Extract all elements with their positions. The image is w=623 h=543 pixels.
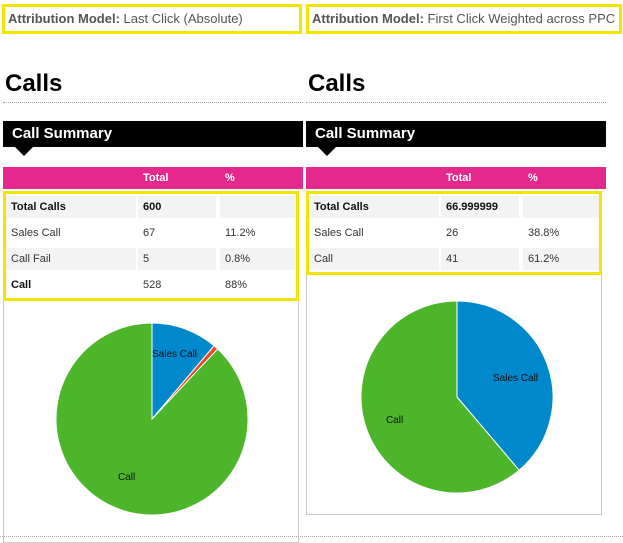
table-header: Total % — [306, 167, 606, 189]
column-header-percent: % — [528, 172, 538, 184]
attribution-label: Attribution Model: — [8, 11, 120, 26]
row-percent: 88% — [225, 279, 248, 291]
row-percent: 11.2% — [225, 227, 256, 239]
row-total: 600 — [138, 196, 216, 218]
row-percent — [220, 196, 296, 218]
row-label: Call — [11, 279, 32, 291]
row-percent: 61.2% — [523, 248, 599, 270]
pie-label-sales-call: Sales Call — [493, 373, 538, 384]
attribution-label: Attribution Model: — [312, 11, 424, 26]
row-percent — [523, 196, 599, 218]
row-total: 41 — [441, 248, 519, 270]
row-label: Sales Call — [314, 227, 364, 239]
call-summary-title: Call Summary — [315, 125, 416, 142]
page-title: Calls — [306, 66, 606, 103]
pie-slice-call — [55, 322, 249, 516]
row-total: 528 — [143, 279, 162, 291]
table-header: Total % — [3, 167, 303, 189]
pie-label-call: Call — [386, 415, 403, 426]
column-header-total: Total — [446, 172, 472, 184]
table-row: Total Calls 600 — [6, 194, 296, 220]
row-total: 67 — [143, 227, 156, 239]
pointer-icon — [318, 147, 336, 156]
calls-panel-right: Calls Call Summary Total % Total Calls 6… — [306, 66, 606, 515]
call-summary-table: Total % Total Calls 600 Sales Call 67 11… — [3, 167, 303, 301]
attribution-model-right: Attribution Model: First Click Weighted … — [306, 4, 622, 34]
page-title: Calls — [3, 66, 303, 103]
row-label: Call Fail — [6, 248, 136, 270]
attribution-value: First Click Weighted across PPC — [427, 11, 616, 26]
pie-chart-right: Sales Call Call — [306, 275, 602, 515]
call-summary-header: Call Summary — [3, 121, 303, 156]
column-header-percent: % — [225, 172, 235, 184]
row-label: Call — [309, 248, 439, 270]
table-body: Total Calls 66.999999 Sales Call 26 38.8… — [306, 191, 602, 275]
call-summary-table: Total % Total Calls 66.999999 Sales Call… — [306, 167, 606, 275]
bottom-divider — [0, 536, 623, 537]
table-row: Call Fail 5 0.8% — [6, 246, 296, 272]
row-label: Sales Call — [11, 227, 61, 239]
row-total: 66.999999 — [441, 196, 519, 218]
pie-label-call: Call — [118, 472, 135, 483]
row-total: 5 — [138, 248, 216, 270]
pie-chart-svg: Sales Call Call — [55, 322, 249, 516]
pie-label-sales-call: Sales Call — [152, 349, 197, 360]
pie-slice-call — [360, 300, 520, 494]
row-percent: 0.8% — [220, 248, 296, 270]
calls-panel-left: Calls Call Summary Total % Total Calls 6… — [3, 66, 303, 543]
table-row: Sales Call 26 38.8% — [309, 220, 599, 246]
attribution-model-left: Attribution Model: Last Click (Absolute) — [2, 4, 302, 34]
pie-slice-sales-call — [456, 300, 554, 471]
call-summary-header: Call Summary — [306, 121, 606, 156]
row-total: 26 — [446, 227, 459, 239]
column-header-total: Total — [143, 172, 169, 184]
table-row: Sales Call 67 11.2% — [6, 220, 296, 246]
pie-chart-svg: Sales Call Call — [360, 300, 554, 494]
pointer-icon — [15, 147, 33, 156]
call-summary-title: Call Summary — [12, 125, 113, 142]
row-label: Total Calls — [309, 196, 439, 218]
pie-slice-sales-call — [151, 322, 215, 421]
row-label: Total Calls — [6, 196, 136, 218]
row-percent: 38.8% — [528, 227, 560, 239]
table-row: Call 528 88% — [6, 272, 296, 298]
table-row: Call 41 61.2% — [309, 246, 599, 272]
pie-chart-left: Sales Call Call — [3, 301, 299, 543]
table-row: Total Calls 66.999999 — [309, 194, 599, 220]
table-body: Total Calls 600 Sales Call 67 11.2% Call… — [3, 191, 299, 301]
attribution-value: Last Click (Absolute) — [123, 11, 243, 26]
